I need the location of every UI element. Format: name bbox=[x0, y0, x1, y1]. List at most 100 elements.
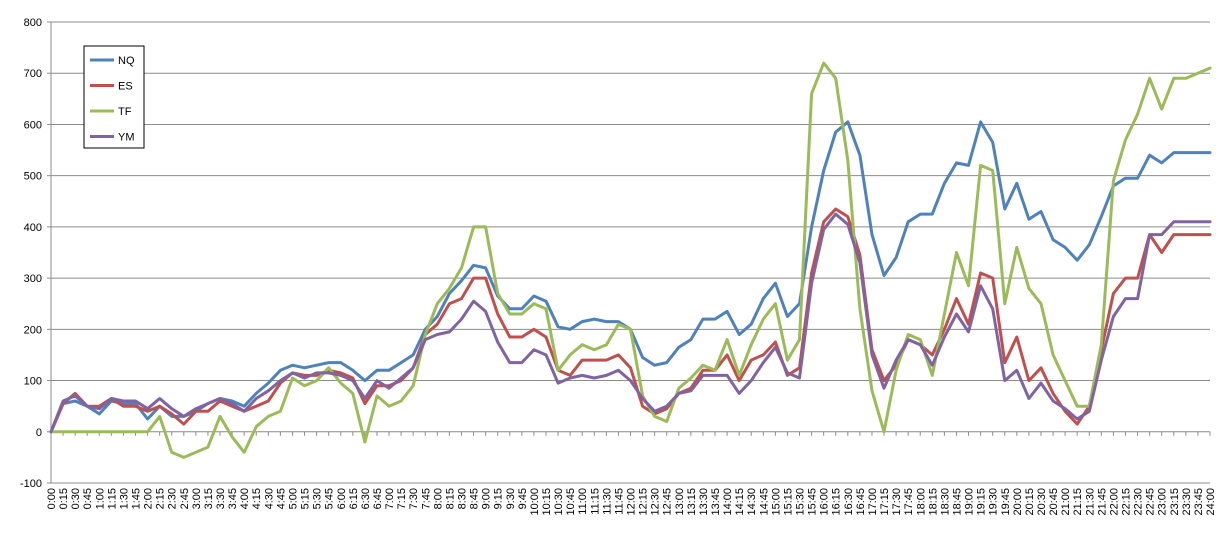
x-tick-label: 0:30 bbox=[70, 488, 82, 509]
x-tick-label: 20:30 bbox=[1036, 488, 1048, 516]
x-tick-label: 12:30 bbox=[650, 488, 662, 516]
series-line-ym bbox=[49, 212, 1212, 434]
x-tick-label: 1:15 bbox=[106, 488, 118, 509]
x-tick-label: 22:45 bbox=[1145, 488, 1157, 516]
x-tick-label: 6:00 bbox=[336, 488, 348, 509]
legend-label-ym: YM bbox=[118, 132, 135, 144]
x-tick-label: 11:00 bbox=[577, 488, 589, 515]
x-tick-label: 20:00 bbox=[1012, 488, 1024, 516]
x-tick-labels: 0:00 0:15 0:30 0:45 1:00 1:15 1:30 1:45 2:00 2:15… bbox=[46, 431, 1217, 516]
x-tick-label: 13:00 bbox=[674, 488, 686, 516]
x-tick-label: 2:00 bbox=[143, 488, 155, 509]
x-tick-label: 12:00 bbox=[626, 488, 638, 516]
x-tick-label: 14:00 bbox=[722, 488, 734, 516]
x-tick-label: 5:15 bbox=[300, 488, 312, 509]
y-tick-label: 600 bbox=[24, 119, 42, 131]
x-tick-label: 21:00 bbox=[1060, 488, 1072, 516]
x-tick-label: 17:00 bbox=[867, 488, 879, 516]
legend-label-es: ES bbox=[118, 81, 133, 93]
x-tick-label: 11:45 bbox=[613, 488, 625, 515]
y-tick-label: 400 bbox=[24, 222, 42, 234]
x-tick-label: 12:45 bbox=[662, 488, 674, 516]
x-tick-label: 2:45 bbox=[179, 488, 191, 509]
x-tick-label: 18:30 bbox=[939, 488, 951, 516]
x-tick-label: 18:45 bbox=[951, 488, 963, 516]
x-tick-label: 23:15 bbox=[1169, 488, 1181, 516]
x-tick-label: 21:45 bbox=[1096, 488, 1108, 516]
x-tick-label: 9:30 bbox=[505, 488, 517, 509]
y-tick-label: -100 bbox=[20, 478, 42, 490]
x-tick-label: 1:30 bbox=[118, 488, 130, 509]
x-tick-label: 7:00 bbox=[384, 488, 396, 509]
legend-label-tf: TF bbox=[118, 106, 132, 118]
x-tick-label: 23:30 bbox=[1181, 488, 1193, 516]
x-tick-label: 5:45 bbox=[324, 488, 336, 509]
x-tick-label: 16:30 bbox=[843, 488, 855, 516]
x-tick-label: 4:00 bbox=[239, 488, 251, 509]
x-tick-label: 10:30 bbox=[553, 488, 565, 516]
x-tick-label: 1:00 bbox=[94, 488, 106, 509]
x-tick-label: 19:45 bbox=[1000, 488, 1012, 516]
x-tick-label: 15:00 bbox=[770, 488, 782, 516]
x-tick-label: 17:30 bbox=[891, 488, 903, 516]
y-tick-label: 500 bbox=[24, 171, 42, 183]
y-tick-label: 0 bbox=[36, 427, 42, 439]
x-tick-label: 15:45 bbox=[807, 488, 819, 516]
x-tick-label: 22:30 bbox=[1133, 488, 1145, 516]
x-tick-label: 21:30 bbox=[1084, 488, 1096, 516]
x-tick-label: 9:00 bbox=[481, 488, 493, 509]
x-tick-label: 20:45 bbox=[1048, 488, 1060, 516]
x-tick-label: 16:00 bbox=[819, 488, 831, 516]
x-tick-label: 13:45 bbox=[710, 488, 722, 516]
series-line-tf bbox=[49, 61, 1212, 459]
x-tick-label: 19:00 bbox=[964, 488, 976, 516]
x-tick-label: 0:45 bbox=[82, 488, 94, 509]
x-tick-label: 4:15 bbox=[251, 488, 263, 509]
series-lines bbox=[49, 61, 1212, 459]
x-tick-label: 5:00 bbox=[287, 488, 299, 509]
x-tick-label: 3:30 bbox=[215, 488, 227, 509]
x-tick-label: 14:30 bbox=[746, 488, 758, 516]
x-tick-label: 16:15 bbox=[831, 488, 843, 516]
x-tick-label: 13:15 bbox=[686, 488, 698, 516]
x-tick-label: 10:00 bbox=[529, 488, 541, 516]
x-tick-label: 15:15 bbox=[782, 488, 794, 516]
x-tick-label: 19:15 bbox=[976, 488, 988, 516]
x-tick-label: 17:45 bbox=[903, 488, 915, 516]
x-tick-label: 0:00 bbox=[46, 488, 58, 509]
x-tick-label: 3:15 bbox=[203, 488, 215, 509]
y-tick-label: 200 bbox=[24, 324, 42, 336]
x-tick-label: 15:30 bbox=[795, 488, 807, 516]
x-tick-label: 8:45 bbox=[469, 488, 481, 509]
x-tick-label: 16:45 bbox=[855, 488, 867, 516]
y-tick-label: 800 bbox=[24, 17, 42, 29]
x-tick-label: 17:15 bbox=[879, 488, 891, 516]
x-tick-label: 14:45 bbox=[758, 488, 770, 516]
x-tick-label: 2:15 bbox=[155, 488, 167, 509]
x-tick-label: 21:15 bbox=[1072, 488, 1084, 516]
y-tick-label: 300 bbox=[24, 273, 42, 285]
x-tick-label: 7:15 bbox=[396, 488, 408, 509]
x-tick-label: 6:15 bbox=[348, 488, 360, 509]
x-tick-label: 22:15 bbox=[1120, 488, 1132, 516]
x-tick-label: 6:45 bbox=[372, 488, 384, 509]
x-tick-label: 13:30 bbox=[698, 488, 710, 516]
x-tick-label: 3:00 bbox=[191, 488, 203, 509]
x-tick-label: 4:45 bbox=[275, 488, 287, 509]
x-tick-label: 1:45 bbox=[131, 488, 143, 509]
x-tick-label: 7:45 bbox=[420, 488, 432, 509]
x-tick-label: 23:00 bbox=[1157, 488, 1169, 516]
x-tick-label: 10:45 bbox=[565, 488, 577, 516]
x-tick-label: 12:15 bbox=[638, 488, 650, 516]
legend: NQ ES TF YM bbox=[83, 45, 145, 149]
y-tick-label: 100 bbox=[24, 376, 42, 388]
y-tick-labels: -100 0 100 200 300 400 500 600 700 800 bbox=[20, 17, 42, 490]
x-tick-label: 14:15 bbox=[734, 488, 746, 516]
x-tick-label: 18:15 bbox=[927, 488, 939, 516]
x-tick-label: 7:30 bbox=[408, 488, 420, 509]
x-tick-label: 5:30 bbox=[312, 488, 324, 509]
x-tick-label: 24:00 bbox=[1205, 488, 1217, 516]
x-tick-label: 4:30 bbox=[263, 488, 275, 509]
